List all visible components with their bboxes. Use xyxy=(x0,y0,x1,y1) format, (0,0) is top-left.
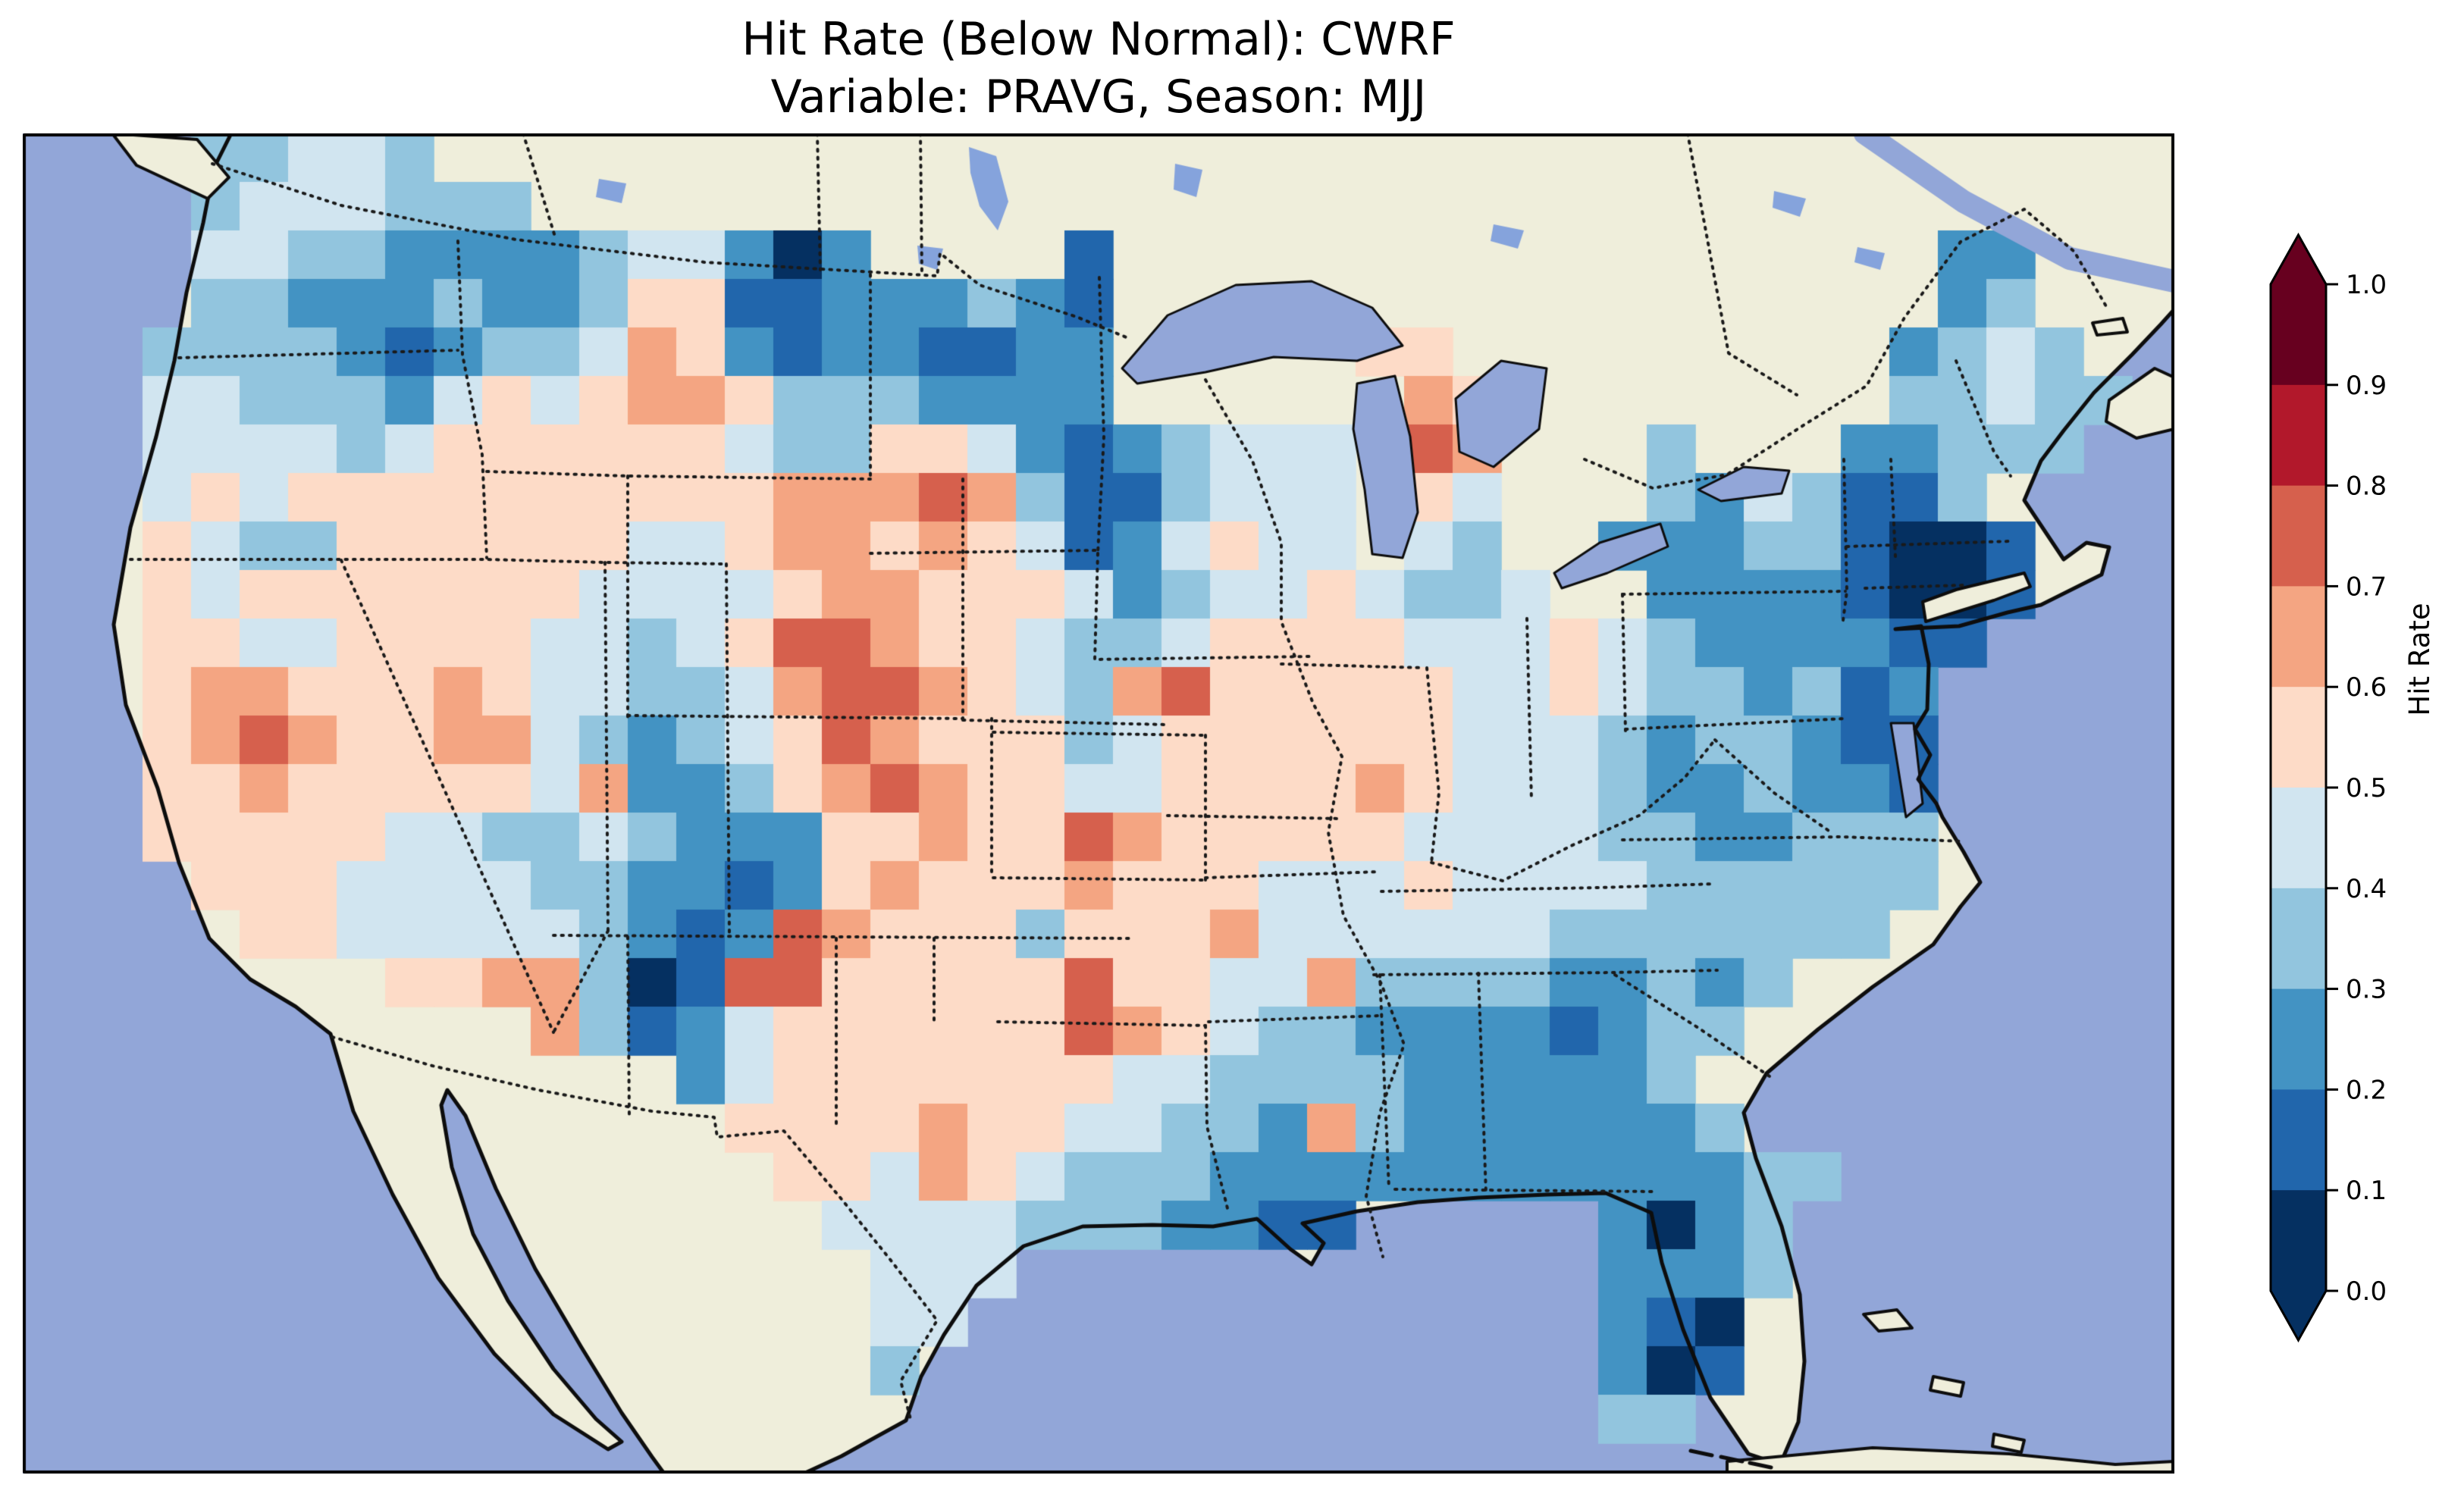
colorbar-tick-label: 0.6 xyxy=(2346,672,2387,703)
colorbar-tick-label: 0.2 xyxy=(2346,1075,2387,1105)
chart-title-line1: Hit Rate (Below Normal): CWRF xyxy=(741,13,1456,66)
colorbar-extend-min xyxy=(2271,1291,2326,1340)
colorbar-tick-label: 0.8 xyxy=(2346,471,2387,502)
colorbar-tick-label: 0.7 xyxy=(2346,572,2387,602)
colorbar-bin xyxy=(2271,384,2326,487)
map-panel xyxy=(23,133,2174,1474)
colorbar-tick-label: 0.1 xyxy=(2346,1176,2387,1206)
colorbar-axis-label: Hit Rate xyxy=(2403,603,2436,716)
colorbar-tick-label: 0.4 xyxy=(2346,874,2387,904)
colorbar-bin xyxy=(2271,586,2326,687)
colorbar-tick-label: 0.9 xyxy=(2346,371,2387,401)
colorbar-tick-label: 1.0 xyxy=(2346,270,2387,300)
colorbar-tick-label: 0.5 xyxy=(2346,773,2387,803)
colorbar-extend-max xyxy=(2271,235,2326,284)
colorbar-bin xyxy=(2271,1190,2326,1292)
colorbar-bin xyxy=(2271,988,2326,1090)
colorbar-bin xyxy=(2271,788,2326,889)
chart-title: Hit Rate (Below Normal): CWRF Variable: … xyxy=(0,11,2197,126)
colorbar: 1.0 0.9 0.8 0.7 0.6 0.5 0.4 0.3 0.2 0.1 0.0 xyxy=(2269,232,2387,1343)
colorbar-bin xyxy=(2271,888,2326,990)
map-canvas xyxy=(23,133,2174,1474)
colorbar-tick-label: 0.0 xyxy=(2346,1276,2387,1307)
colorbar-bin xyxy=(2271,284,2326,386)
colorbar-bin xyxy=(2271,687,2326,788)
colorbar-bin xyxy=(2271,485,2326,587)
colorbar-bin xyxy=(2271,1089,2326,1191)
colorbar-tick-label: 0.3 xyxy=(2346,975,2387,1005)
chart-title-line2: Variable: PRAVG, Season: MJJ xyxy=(770,70,1427,124)
